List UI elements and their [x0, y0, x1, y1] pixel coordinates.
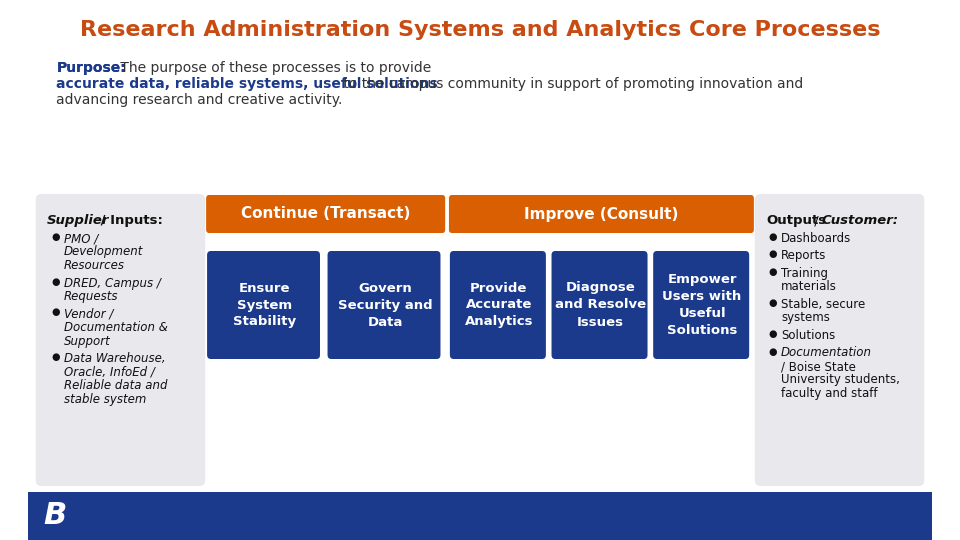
Text: Stable, secure: Stable, secure — [781, 298, 865, 311]
Text: faculty and staff: faculty and staff — [781, 387, 877, 400]
Text: Documentation: Documentation — [781, 347, 873, 360]
Text: advancing research and creative activity.: advancing research and creative activity… — [57, 93, 343, 107]
Text: Data Warehouse,: Data Warehouse, — [64, 352, 166, 365]
Text: /: / — [810, 214, 824, 227]
Text: Improve (Consult): Improve (Consult) — [524, 206, 679, 221]
Text: Purpose:: Purpose: — [57, 61, 126, 75]
Text: Documentation &: Documentation & — [64, 321, 168, 334]
FancyBboxPatch shape — [206, 195, 445, 233]
FancyBboxPatch shape — [755, 194, 924, 486]
Text: Development: Development — [64, 246, 143, 259]
Text: DRED, Campus /: DRED, Campus / — [64, 276, 161, 289]
Text: / Boise State: / Boise State — [781, 360, 856, 373]
Text: Purpose:: Purpose: — [57, 61, 126, 75]
FancyBboxPatch shape — [653, 251, 749, 359]
Text: Provide
Accurate
Analytics: Provide Accurate Analytics — [465, 281, 533, 328]
Text: to the campus community in support of promoting innovation and: to the campus community in support of pr… — [339, 77, 804, 91]
Text: Diagnose
and Resolve
Issues: Diagnose and Resolve Issues — [555, 281, 646, 328]
Text: Customer:: Customer: — [822, 214, 899, 227]
Text: stable system: stable system — [64, 393, 146, 406]
Text: ●: ● — [769, 298, 778, 308]
Text: Oracle, InfoEd /: Oracle, InfoEd / — [64, 366, 155, 379]
Text: PMO /: PMO / — [64, 232, 98, 245]
FancyBboxPatch shape — [28, 492, 932, 540]
Text: Reports: Reports — [781, 249, 827, 262]
Text: ●: ● — [52, 307, 60, 318]
Text: Vendor /: Vendor / — [64, 307, 113, 321]
FancyBboxPatch shape — [36, 194, 205, 486]
Text: Govern
Security and
Data: Govern Security and Data — [338, 281, 432, 328]
Text: ●: ● — [52, 352, 60, 362]
Text: Training: Training — [781, 267, 828, 280]
Text: Continue (Transact): Continue (Transact) — [241, 206, 410, 221]
Text: ●: ● — [769, 249, 778, 260]
Text: systems: systems — [781, 312, 830, 325]
Text: Outputs: Outputs — [766, 214, 827, 227]
Text: B: B — [43, 502, 66, 530]
Text: ●: ● — [769, 267, 778, 277]
Text: ●: ● — [769, 329, 778, 339]
Text: Support: Support — [64, 334, 110, 348]
Text: / Inputs:: / Inputs: — [96, 214, 163, 227]
Text: University students,: University students, — [781, 374, 900, 387]
Text: ●: ● — [52, 276, 60, 287]
FancyBboxPatch shape — [207, 251, 320, 359]
Text: Reliable data and: Reliable data and — [64, 379, 167, 392]
Text: ●: ● — [52, 232, 60, 242]
Text: Requests: Requests — [64, 290, 118, 303]
Text: Dashboards: Dashboards — [781, 232, 852, 245]
Text: ●: ● — [769, 232, 778, 242]
FancyBboxPatch shape — [450, 251, 546, 359]
Text: The purpose of these processes is to provide: The purpose of these processes is to pro… — [116, 61, 436, 75]
FancyBboxPatch shape — [449, 195, 754, 233]
Text: Solutions: Solutions — [781, 329, 835, 342]
Text: Resources: Resources — [64, 259, 125, 272]
FancyBboxPatch shape — [327, 251, 441, 359]
Text: Ensure
System
Stability: Ensure System Stability — [233, 281, 296, 328]
Text: materials: materials — [781, 280, 837, 294]
Text: Research Administration Systems and Analytics Core Processes: Research Administration Systems and Anal… — [80, 20, 880, 40]
Text: accurate data, reliable systems, useful solutions: accurate data, reliable systems, useful … — [57, 77, 438, 91]
Text: Empower
Users with
Useful
Solutions: Empower Users with Useful Solutions — [662, 273, 742, 337]
Text: Supplier: Supplier — [47, 214, 109, 227]
Text: ●: ● — [769, 347, 778, 356]
FancyBboxPatch shape — [552, 251, 648, 359]
